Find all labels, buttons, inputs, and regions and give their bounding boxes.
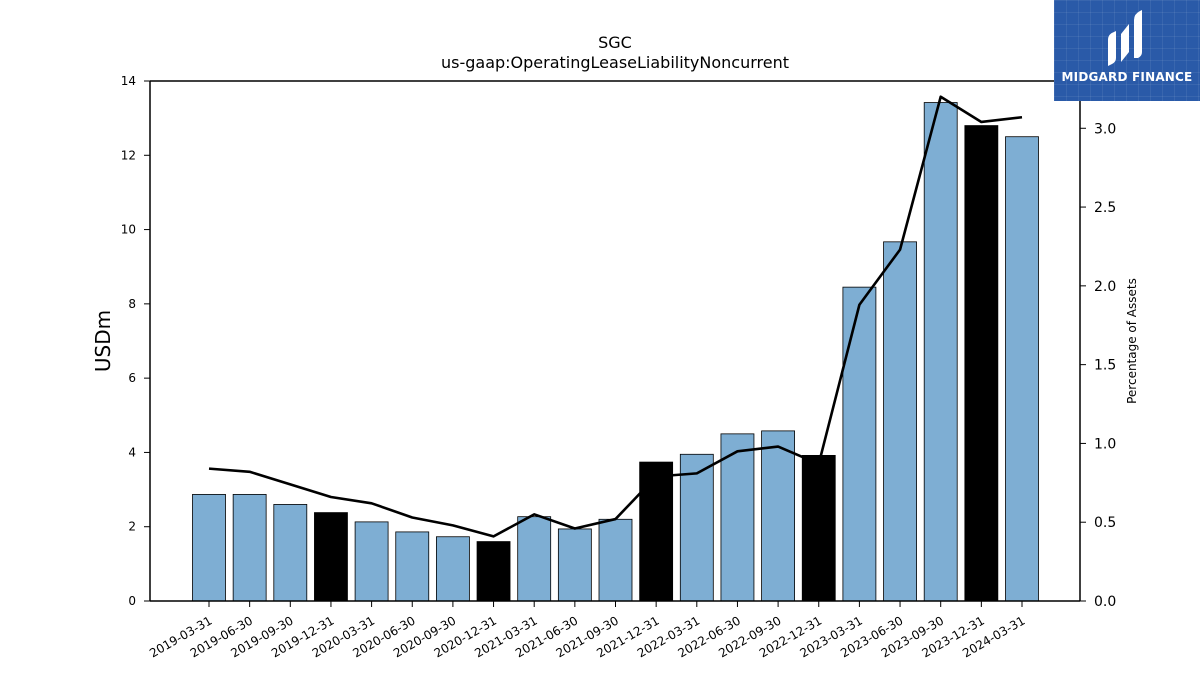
bar (761, 430, 795, 602)
bar (883, 241, 917, 602)
y2-tick-label: 2.0 (1094, 279, 1116, 295)
chart-subtitle: us-gaap:OperatingLeaseLiabilityNoncurren… (441, 53, 789, 72)
bar (801, 454, 836, 602)
y2-tick-label: 1.0 (1094, 436, 1116, 452)
bar (964, 125, 999, 602)
bar (1005, 136, 1039, 602)
bar (557, 528, 592, 602)
midgard-logo-icon (1108, 10, 1142, 66)
bar (720, 433, 755, 602)
midgard-finance-logo: MIDGARD FINANCE (1054, 0, 1200, 101)
y-tick-label: 12 (121, 148, 136, 162)
bar (314, 512, 348, 602)
bar (435, 536, 470, 602)
y-tick-label: 10 (121, 223, 136, 237)
y2-tick-label: 2.5 (1094, 200, 1116, 216)
y-tick-label: 14 (121, 74, 136, 88)
bar (395, 531, 430, 602)
y-tick-label: 8 (128, 297, 136, 311)
y2-tick-label: 0.5 (1094, 515, 1116, 531)
y-tick-label: 4 (128, 445, 136, 459)
y2-tick-label: 0.0 (1094, 594, 1116, 610)
bar (476, 541, 511, 602)
bar (517, 516, 552, 602)
bar (273, 504, 308, 602)
y-tick-label: 2 (128, 520, 136, 534)
y2-tick-label: 3.0 (1094, 121, 1116, 137)
bar (842, 286, 877, 602)
percentage-line-series (208, 95, 1023, 538)
bar (232, 493, 267, 602)
y-tick-label: 6 (128, 371, 136, 385)
bar (598, 518, 633, 602)
secondary-y-axis-label: Percentage of Assets (1125, 278, 1139, 404)
bar (639, 461, 674, 602)
y2-tick-label: 1.5 (1094, 358, 1116, 374)
bar (679, 453, 714, 602)
bar-series (192, 102, 1039, 602)
bar (923, 102, 958, 602)
percentage-line (208, 95, 1023, 538)
bar (354, 521, 389, 602)
y-tick-label: 0 (128, 594, 136, 608)
brand-name: MIDGARD FINANCE (1061, 70, 1193, 84)
y-axis-label: USDm (91, 310, 115, 372)
chart-title: SGC (598, 33, 632, 52)
bar (192, 493, 226, 602)
